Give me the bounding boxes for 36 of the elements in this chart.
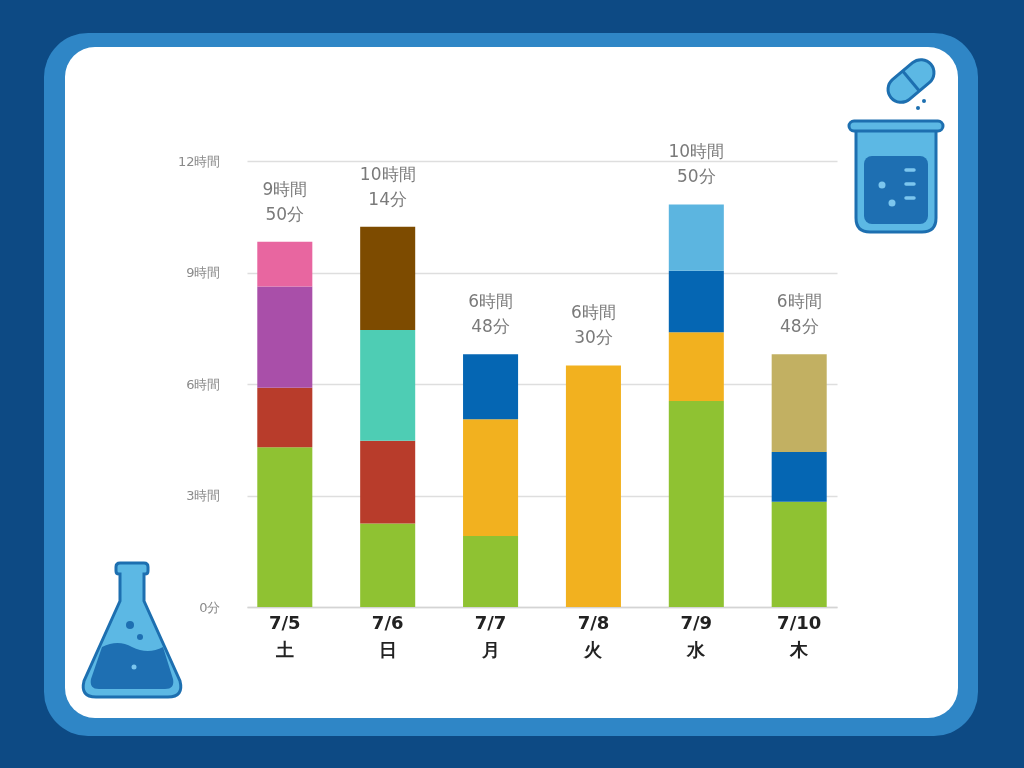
y-tick-label: 0分 <box>199 599 221 615</box>
bar <box>257 447 313 607</box>
bar <box>463 536 519 607</box>
bar <box>360 226 416 331</box>
x-tick-label: 7/10 木 <box>777 611 822 660</box>
x-tick-label: 7/6 日 <box>371 611 404 660</box>
bar <box>668 332 724 402</box>
y-tick-label: 9時間 <box>186 265 221 280</box>
bar <box>668 401 724 607</box>
x-tick-label: 7/5 土 <box>268 611 301 660</box>
x-tick-label: 7/8 火 <box>577 611 610 660</box>
bar <box>668 204 724 271</box>
x-tick-label: 7/9 水 <box>680 611 713 660</box>
total-label: 10時間 50分 <box>668 141 725 187</box>
bar <box>771 452 827 502</box>
bar <box>257 241 313 287</box>
bar <box>668 270 724 333</box>
y-tick-label: 6時間 <box>186 376 221 392</box>
bar <box>463 419 519 537</box>
bar <box>257 286 313 388</box>
x-tick-label: 7/7 月 <box>474 611 507 660</box>
bar <box>463 354 519 420</box>
bar <box>360 523 416 607</box>
total-label: 9時間 50分 <box>262 178 308 224</box>
bar <box>257 387 313 448</box>
y-tick-label: 12時間 <box>177 153 221 169</box>
total-label: 10時間 14分 <box>359 163 416 209</box>
bar <box>565 365 621 607</box>
y-tick-label: 3時間 <box>186 488 221 503</box>
total-label: 6時間 30分 <box>571 302 616 348</box>
total-label: 6時間 48分 <box>468 291 513 337</box>
total-label: 6時間 48分 <box>776 291 822 337</box>
bar <box>771 501 827 607</box>
bar <box>771 354 827 453</box>
bar <box>360 330 416 441</box>
bar <box>360 440 416 524</box>
